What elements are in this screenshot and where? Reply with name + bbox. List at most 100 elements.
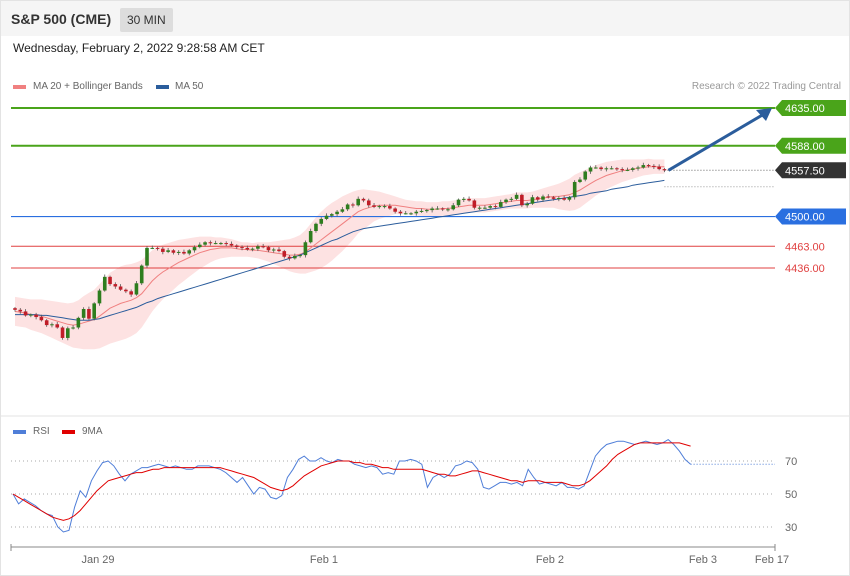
candle-body: [572, 181, 577, 198]
candle-body: [393, 208, 397, 212]
candle: [541, 194, 545, 202]
candle-body: [271, 249, 276, 251]
candle-body: [504, 199, 508, 203]
candle: [335, 209, 339, 217]
candle: [266, 245, 271, 253]
candle-body: [652, 165, 656, 167]
candle: [60, 326, 65, 340]
candle-body: [150, 247, 155, 249]
candle: [293, 253, 297, 260]
candle: [366, 198, 371, 208]
candle: [240, 245, 244, 251]
candle: [324, 213, 329, 221]
bollinger-band: [15, 158, 665, 350]
candle-body: [102, 276, 107, 291]
candle: [477, 205, 482, 211]
candle: [176, 250, 181, 256]
candle: [319, 217, 324, 227]
level-tag-4557.50: [775, 162, 846, 179]
candle-body: [145, 247, 149, 266]
candle: [229, 241, 234, 247]
candle-body: [609, 168, 614, 170]
candle: [425, 208, 429, 213]
candle: [250, 247, 255, 252]
candle-body: [324, 215, 329, 219]
candle: [583, 170, 588, 182]
candle: [92, 302, 96, 321]
candle: [308, 228, 313, 244]
rsi-legend-swatch: [13, 430, 26, 434]
candle: [535, 196, 540, 202]
forecast-arrow-head: [756, 108, 772, 121]
candle-body: [630, 168, 635, 170]
candle: [451, 202, 456, 211]
candle-body: [578, 179, 582, 182]
candle-body: [493, 206, 498, 208]
candle-body: [398, 211, 403, 214]
price-levels: 4635.00 4588.00 4557.50 4500.00 4463.00 4436.…: [11, 100, 846, 275]
candle: [599, 166, 603, 171]
level-label-4436.00: 4436.00: [785, 263, 825, 275]
candle-body: [71, 327, 75, 329]
candle: [155, 246, 160, 251]
candle: [118, 284, 123, 291]
candle-body: [256, 246, 260, 249]
candle-body: [562, 198, 566, 200]
candle: [567, 196, 572, 202]
candle-body: [546, 196, 551, 198]
candle-body: [366, 200, 371, 206]
candle-body: [604, 168, 609, 170]
candle-body: [646, 165, 651, 167]
time-tick-Feb-1: Feb 1: [310, 554, 338, 566]
candle: [298, 253, 302, 258]
candle: [557, 196, 561, 202]
candle: [409, 212, 413, 216]
candle: [462, 197, 466, 202]
candle: [171, 249, 176, 255]
candle-body: [219, 243, 223, 245]
candle-body: [282, 251, 287, 257]
candle: [224, 241, 228, 247]
candle: [50, 322, 54, 328]
candle-body: [662, 169, 667, 171]
candle-body: [356, 198, 360, 206]
candle: [282, 249, 287, 259]
candle-body: [234, 245, 239, 248]
rsi-ma-legend-swatch: [62, 430, 75, 434]
candle: [414, 209, 419, 216]
candle-body: [314, 223, 318, 232]
candle: [192, 245, 197, 253]
candle: [641, 162, 646, 169]
candle: [39, 314, 44, 322]
candle-body: [124, 289, 128, 292]
candle: [203, 241, 207, 247]
candle: [625, 167, 630, 172]
candle-body: [446, 209, 450, 211]
level-label-4635.00: 4635.00: [785, 103, 825, 115]
candle-body: [29, 314, 33, 316]
candle: [71, 325, 75, 330]
candle-body: [625, 169, 630, 171]
candle: [388, 203, 392, 210]
candle: [551, 196, 556, 201]
candle: [419, 208, 424, 213]
candle-body: [477, 207, 482, 209]
candle: [330, 212, 334, 218]
candle-body: [330, 214, 334, 216]
candle: [134, 280, 139, 296]
interval-selector[interactable]: 30 MIN: [120, 8, 173, 32]
candle-body: [308, 231, 313, 243]
candle-body: [23, 311, 28, 316]
candle: [245, 245, 250, 251]
candle-body: [176, 251, 181, 253]
candle-body: [351, 204, 355, 206]
candle-body: [298, 255, 302, 257]
candle-body: [620, 169, 624, 171]
candle: [483, 205, 487, 209]
candle: [108, 275, 112, 286]
candle-body: [483, 207, 487, 209]
candle: [446, 207, 450, 212]
candle: [66, 326, 70, 341]
candle-body: [198, 244, 202, 248]
candle: [356, 196, 360, 207]
